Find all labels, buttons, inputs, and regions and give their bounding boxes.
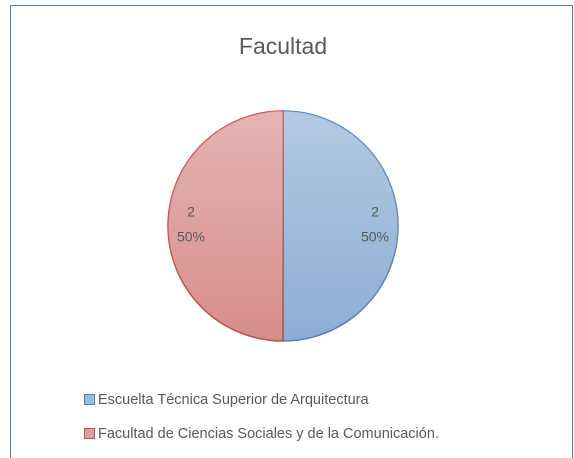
data-label-percent: 50% [177,229,205,245]
chart-title: Facultad [239,33,327,59]
data-label: 2 [371,204,379,220]
slice-shade [168,111,283,341]
data-label: 2 [187,204,195,220]
legend-swatch [84,394,95,405]
legend-swatch [84,428,95,439]
legend-label: Escuelta Técnica Superior de Arquitectur… [98,392,369,408]
slice-shade [283,111,398,341]
data-label-percent: 50% [361,229,389,245]
legend-label: Facultad de Ciencias Sociales y de la Co… [98,426,439,442]
